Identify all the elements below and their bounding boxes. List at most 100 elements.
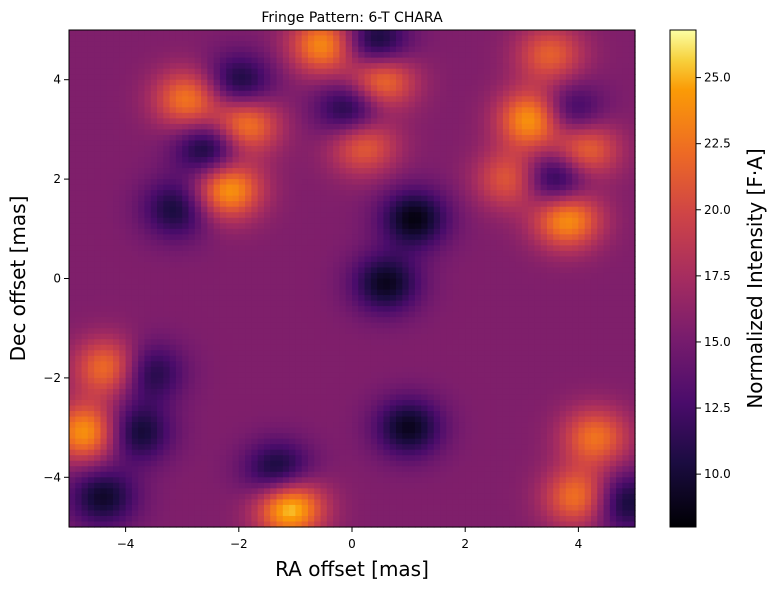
heatmap-cell [251,521,259,528]
heatmap-cell [289,30,296,37]
heatmap-cell [263,355,271,362]
heatmap-cell [402,234,410,241]
heatmap-cell [100,140,108,147]
heatmap-cell [358,107,366,114]
heatmap-cell [414,212,422,219]
heatmap-cell [213,239,221,246]
heatmap-cell [213,350,221,357]
heatmap-cell [106,515,114,523]
heatmap-cell [207,267,215,274]
heatmap-cell [339,471,347,478]
heatmap-cell [201,239,208,246]
heatmap-cell [75,74,83,81]
heatmap-cell [307,151,315,158]
heatmap-cell [251,212,259,219]
heatmap-cell [289,217,296,224]
heatmap-cell [106,245,114,252]
heatmap-cell [131,245,139,252]
heatmap-cell [408,261,416,269]
heatmap-cell [94,41,102,48]
heatmap-cell [320,444,328,451]
heatmap-cell [396,372,403,379]
heatmap-cell [81,162,89,169]
heatmap-cell [326,504,334,512]
heatmap-cell [201,234,208,241]
heatmap-cell [389,179,397,186]
heatmap-cell [358,74,366,81]
heatmap-cell [113,383,120,390]
heatmap-cell [245,52,252,59]
heatmap-cell [157,388,164,396]
heatmap-cell [169,74,177,81]
heatmap-cell [138,261,146,269]
heatmap-cell [157,405,164,412]
heatmap-cell [289,388,296,396]
heatmap-cell [270,295,278,302]
heatmap-cell [402,206,410,213]
heatmap-cell [389,41,397,48]
heatmap-cell [100,234,108,241]
heatmap-cell [257,96,265,103]
heatmap-cell [383,339,391,346]
heatmap-cell [295,350,303,357]
heatmap-cell [94,223,102,230]
heatmap-cell [131,372,139,379]
heatmap-cell [169,366,177,373]
heatmap-cell [81,30,89,37]
heatmap-cell [188,377,196,385]
heatmap-cell [213,256,221,263]
heatmap-cell [282,388,290,396]
heatmap-cell [238,123,246,130]
heatmap-cell [358,328,366,335]
heatmap-cell [301,328,309,335]
heatmap-cell [169,179,177,186]
heatmap-cell [263,411,271,418]
heatmap-cell [144,41,152,48]
heatmap-cell [289,339,296,346]
heatmap-cell [75,157,83,164]
heatmap-cell [81,90,89,97]
heatmap-cell [113,438,120,445]
heatmap-cell [81,267,89,274]
heatmap-cell [182,388,190,396]
heatmap-cell [389,223,397,230]
heatmap-cell [276,405,284,412]
heatmap-cell [370,239,378,246]
heatmap-cell [113,63,120,70]
heatmap-cell [144,477,152,484]
heatmap-cell [364,228,372,235]
heatmap-cell [188,499,196,506]
heatmap-cell [219,112,227,119]
heatmap-cell [119,377,127,385]
heatmap-cell [402,499,410,506]
heatmap-cell [232,190,240,197]
heatmap-cell [289,521,296,528]
heatmap-cell [408,449,416,456]
heatmap-cell [402,57,410,64]
heatmap-cell [326,272,334,280]
heatmap-cell [270,366,278,373]
heatmap-cell [270,405,278,412]
heatmap-cell [201,295,208,302]
heatmap-cell [238,52,246,59]
heatmap-cell [69,416,76,423]
heatmap-cell [106,63,114,70]
heatmap-cell [358,422,366,429]
heatmap-cell [213,488,221,495]
heatmap-cell [75,355,83,362]
heatmap-cell [396,433,403,440]
heatmap-cell [81,289,89,296]
heatmap-cell [226,168,234,175]
heatmap-cell [75,388,83,396]
heatmap-cell [270,112,278,119]
heatmap-cell [226,306,234,313]
heatmap-cell [106,195,114,202]
heatmap-cell [245,499,252,506]
heatmap-cell [364,504,372,512]
heatmap-cell [320,228,328,235]
heatmap-cell [257,107,265,114]
heatmap-cell [188,217,196,224]
heatmap-cell [358,256,366,263]
heatmap-cell [408,289,416,296]
heatmap-cell [169,377,177,385]
